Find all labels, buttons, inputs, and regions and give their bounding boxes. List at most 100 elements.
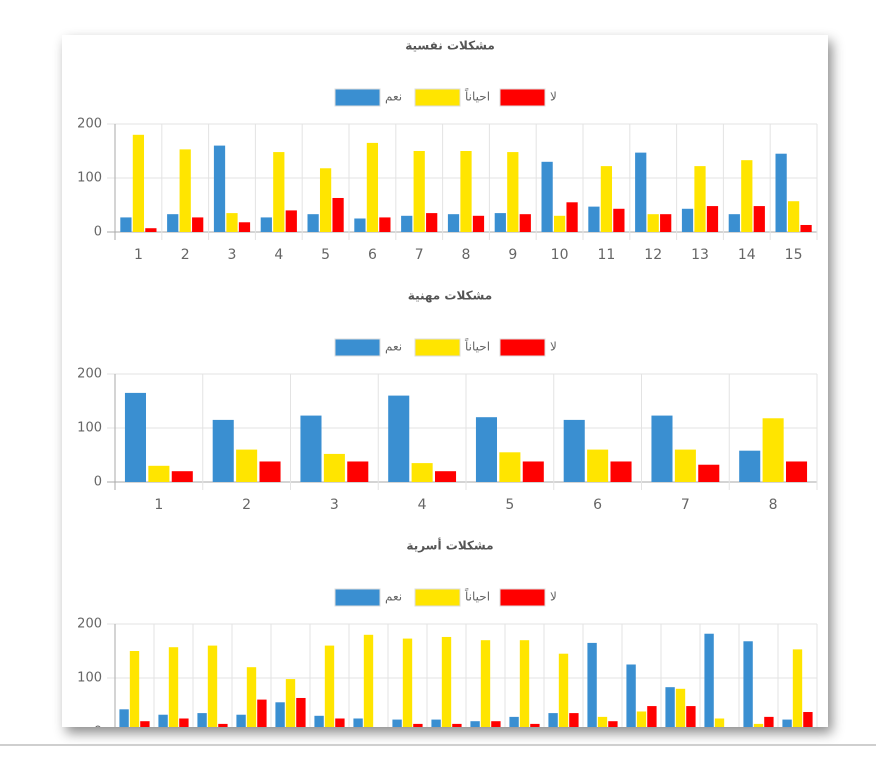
bar	[140, 721, 150, 727]
bar	[401, 215, 413, 232]
bar	[218, 723, 228, 727]
bar	[626, 664, 636, 727]
bar	[739, 450, 761, 482]
x-tick-label: 14	[738, 247, 756, 263]
y-tick-label: 200	[77, 367, 102, 382]
x-tick-label: 4	[274, 247, 283, 263]
bar	[179, 718, 189, 727]
bar	[509, 716, 519, 727]
y-tick-label: 0	[94, 225, 102, 240]
legend-swatch	[414, 588, 461, 607]
legend-label: لا	[550, 340, 557, 354]
bar	[491, 721, 501, 727]
legend-label: نعم	[385, 90, 402, 104]
x-tick-label: 5	[505, 497, 514, 513]
x-tick-label: 12	[644, 247, 662, 263]
bar	[238, 222, 251, 232]
legend-swatch	[334, 588, 381, 607]
y-tick-label: 100	[77, 671, 102, 686]
bar	[782, 719, 792, 727]
bar	[275, 702, 285, 727]
bar	[213, 145, 226, 232]
bar	[569, 713, 579, 727]
legend-swatch	[499, 588, 546, 607]
bar	[324, 645, 335, 727]
bar	[647, 706, 657, 727]
bar	[686, 706, 696, 727]
bar	[431, 719, 441, 727]
y-tick-label: 0	[94, 725, 102, 740]
bar	[753, 723, 764, 727]
card	[62, 35, 828, 727]
bar	[608, 721, 618, 727]
bar	[296, 697, 306, 727]
bar	[499, 452, 521, 482]
x-tick-label: 2	[181, 247, 190, 263]
bar	[392, 719, 402, 727]
bar	[764, 716, 774, 727]
bar	[775, 153, 787, 232]
x-tick-label: 8	[462, 247, 471, 263]
bar	[413, 723, 423, 727]
bar	[402, 638, 413, 727]
bar	[472, 215, 485, 232]
bar	[694, 166, 706, 232]
bar	[171, 471, 193, 482]
bar	[426, 213, 438, 232]
bar	[636, 711, 647, 727]
bar	[681, 208, 694, 232]
bar	[323, 453, 345, 482]
bar	[613, 208, 625, 232]
bar	[803, 712, 813, 727]
bar	[762, 418, 784, 482]
bar	[558, 653, 569, 727]
bar	[307, 214, 319, 232]
legend-label: احياناً	[465, 88, 490, 104]
y-tick-label: 200	[77, 117, 102, 132]
bar	[441, 636, 452, 727]
bar	[129, 651, 140, 727]
bar	[347, 461, 369, 482]
bar	[460, 151, 472, 232]
bar	[353, 718, 363, 727]
legend-swatch	[334, 88, 381, 107]
x-tick-label: 15	[785, 247, 803, 263]
bar	[792, 649, 803, 727]
bar	[665, 687, 675, 727]
bar	[741, 160, 753, 232]
bar	[379, 217, 391, 232]
bar	[785, 461, 808, 482]
bar	[800, 224, 812, 232]
bar	[366, 142, 379, 232]
x-tick-label: 3	[330, 497, 339, 513]
bar	[704, 633, 714, 727]
bar	[743, 641, 753, 727]
bar	[753, 206, 765, 232]
bar	[260, 217, 272, 232]
bar	[452, 723, 462, 727]
bar	[470, 721, 480, 727]
x-tick-label: 1	[134, 247, 143, 263]
bar	[411, 463, 433, 482]
legend-label: لا	[550, 90, 557, 104]
bar	[530, 723, 540, 727]
bar	[566, 202, 578, 232]
bar	[522, 461, 544, 482]
bar	[273, 152, 285, 232]
bar	[413, 151, 425, 232]
bar	[120, 217, 132, 232]
y-tick-label: 100	[77, 171, 102, 186]
x-tick-label: 6	[368, 247, 377, 263]
bar	[285, 679, 296, 727]
y-tick-label: 200	[77, 617, 102, 632]
bar	[388, 395, 410, 482]
bar	[610, 461, 632, 482]
bar	[647, 214, 659, 232]
bar	[236, 449, 258, 482]
x-tick-label: 6	[593, 497, 602, 513]
bar	[587, 642, 597, 727]
bar	[300, 415, 322, 482]
legend-swatch	[334, 338, 381, 357]
x-tick-label: 1	[154, 497, 163, 513]
x-tick-label: 9	[508, 247, 517, 263]
